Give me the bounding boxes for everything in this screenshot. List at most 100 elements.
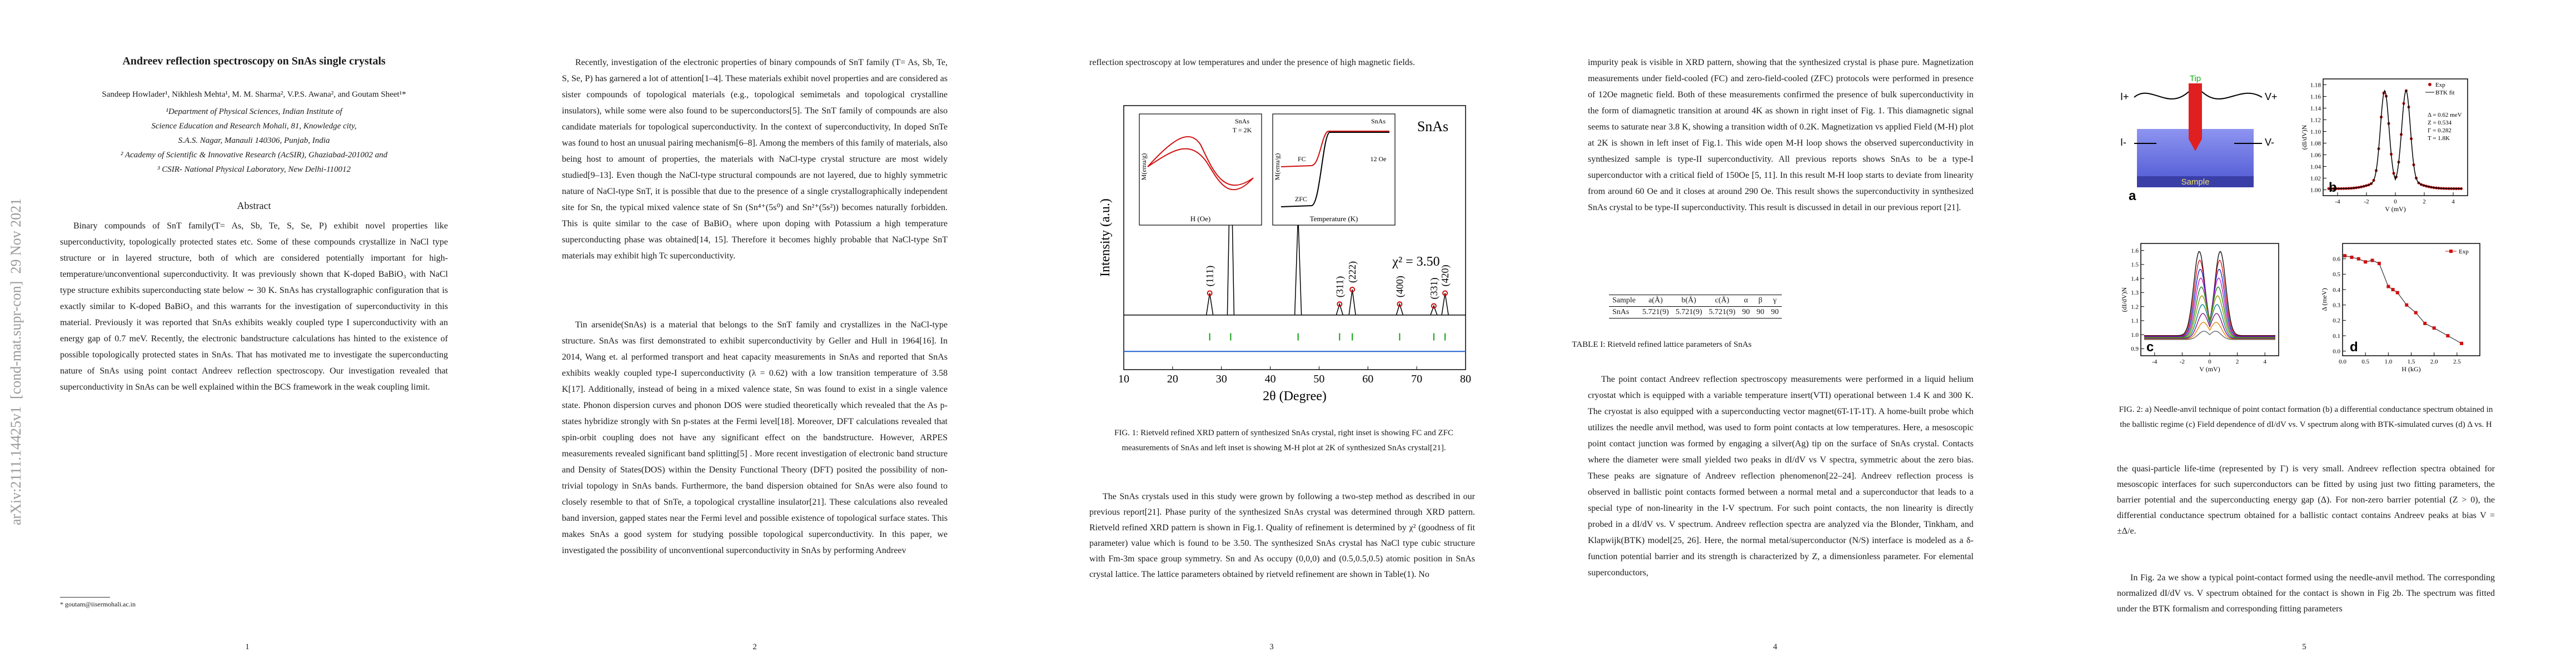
x-axis-label: V (mV) <box>2385 205 2405 213</box>
x-tick-label: 20 <box>1167 373 1178 385</box>
peak-fit <box>1396 302 1404 315</box>
x-tick-label: 0.0 <box>2339 359 2346 365</box>
x-axis-label: H (kG) <box>2401 365 2420 373</box>
sample-label: Sample <box>2181 177 2210 187</box>
peak-observed <box>1349 286 1356 292</box>
plot-frame <box>2342 243 2480 356</box>
zfc-label: ZFC <box>1295 195 1307 203</box>
x-tick-label: 2 <box>2423 198 2426 205</box>
btk-fit <box>2329 89 2462 190</box>
plot-frame <box>1123 105 1466 370</box>
data-point <box>2395 291 2399 295</box>
paragraph: Tin arsenide(SnAs) is a material that be… <box>562 320 948 555</box>
fit-parameter: T = 1.8K <box>2428 135 2450 142</box>
x-tick-label: -4 <box>2152 359 2158 365</box>
x-tick-label: 70 <box>1411 373 1422 385</box>
table-cell: 5.721(9) <box>1708 308 1736 316</box>
peak-label: (331) <box>1428 277 1440 299</box>
tip-label: Tip <box>2190 74 2201 83</box>
page-number: 3 <box>1269 643 1274 651</box>
peak-fit <box>1441 293 1449 315</box>
peak-fit <box>1336 302 1344 315</box>
affiliation: S.A.S. Nagar, Manauli 140306, Punjab, In… <box>178 136 330 145</box>
peak-label: (222) <box>1347 261 1358 283</box>
y-tick-label: 1.0 <box>2131 332 2139 339</box>
abstract: Binary compounds of SnT family(T= As, Sb… <box>60 221 448 392</box>
x-tick-label: 40 <box>1265 373 1276 385</box>
paragraph: In Fig. 2a we show a typical point-conta… <box>2117 573 2495 614</box>
affiliation: ³ CSIR- National Physical Laboratory, Ne… <box>157 165 351 174</box>
page-number: 5 <box>2302 643 2306 651</box>
y-axis-label: (dI/dV)N <box>2300 125 2308 150</box>
affiliation: ¹Department of Physical Sciences, Indian… <box>166 107 342 116</box>
page-number: 2 <box>753 643 757 651</box>
peak-observed <box>1442 290 1448 296</box>
paragraph: The SnAs crystals used in this study wer… <box>1089 492 1475 579</box>
data-point <box>2446 334 2450 338</box>
table-cell: 90 <box>1771 308 1779 316</box>
x-tick-label: 30 <box>1216 373 1227 385</box>
y-tick-label: 0.2 <box>2333 317 2340 324</box>
paragraph: impurity peak is visible in XRD pattern,… <box>1588 58 1974 212</box>
y-tick-label: 1.3 <box>2131 290 2139 296</box>
y-tick-label: 0.4 <box>2333 287 2340 293</box>
tip <box>2189 83 2202 151</box>
table-cell: 90 <box>1742 308 1750 316</box>
panel-label: a <box>2129 188 2136 203</box>
legend-marker <box>2449 250 2453 253</box>
data-point <box>2356 257 2360 261</box>
field-curve <box>2144 277 2275 337</box>
y-tick-label: 1.04 <box>2310 163 2321 170</box>
x-tick-label: -2 <box>2364 198 2369 205</box>
table-header-cell: β <box>1758 296 1763 305</box>
table-cell: 5.721(9) <box>1642 308 1669 316</box>
abstract-heading: Abstract <box>237 200 271 211</box>
data-point <box>2370 258 2374 262</box>
fit-parameter: Z = 0.534 <box>2428 120 2452 126</box>
table-header-cell: α <box>1743 296 1748 305</box>
y-tick-label: 1.1 <box>2131 318 2139 325</box>
x-tick-label: 60 <box>1362 373 1373 385</box>
x-tick-label: 1.5 <box>2408 359 2415 365</box>
y-tick-label: 0.0 <box>2333 349 2340 355</box>
inset-title: SnAs <box>1235 117 1249 125</box>
field-curve <box>2144 331 2275 340</box>
data-point <box>2391 288 2395 292</box>
sample-label: SnAs <box>1417 118 1448 135</box>
affiliation: Science Education and Research Mohali, 8… <box>151 122 357 131</box>
peak-observed <box>1397 301 1403 307</box>
data-point <box>2423 321 2427 325</box>
peak-fit <box>1430 305 1438 315</box>
authors: Sandeep Howlader¹, Nikhlesh Mehta¹, M. M… <box>102 90 406 99</box>
table-cell: 5.721(9) <box>1675 308 1702 316</box>
field-curve <box>2144 313 2275 339</box>
x-tick-label: 10 <box>1118 373 1129 385</box>
peak-label: (420) <box>1439 265 1451 286</box>
y-tick-label: 0.6 <box>2333 256 2340 263</box>
y-tick-label: 1.2 <box>2131 303 2139 310</box>
data-point <box>2432 326 2436 330</box>
terminal-label: V- <box>2265 137 2274 148</box>
y-axis-label: Δ (meV) <box>2320 288 2328 311</box>
y-tick-label: 1.16 <box>2310 93 2321 100</box>
peak-fit <box>1294 215 1302 315</box>
field-curve <box>2144 322 2275 340</box>
y-tick-label: 1.5 <box>2131 262 2139 268</box>
inset-title: SnAs <box>1371 117 1386 125</box>
chi-square: χ² = 3.50 <box>1392 255 1439 269</box>
inset-frame <box>1139 113 1262 226</box>
y-axis-label: (dI/dV)N <box>2120 287 2128 312</box>
x-axis-label: 2θ (Degree) <box>1263 389 1327 404</box>
footnote-rule <box>60 597 110 598</box>
table-caption: TABLE I: Rietveld refined lattice parame… <box>1572 340 1752 349</box>
inset-x-label: Temperature (K) <box>1310 215 1358 223</box>
data-point <box>2364 260 2368 264</box>
page-number: 4 <box>1773 643 1777 651</box>
peak-label: (111) <box>1204 266 1216 287</box>
y-tick-label: 1.14 <box>2310 105 2321 112</box>
legend-label: BTK fit <box>2435 89 2455 96</box>
data-point <box>2460 341 2464 345</box>
table-cell: 90 <box>1756 308 1765 316</box>
x-tick-label: -4 <box>2335 198 2340 205</box>
